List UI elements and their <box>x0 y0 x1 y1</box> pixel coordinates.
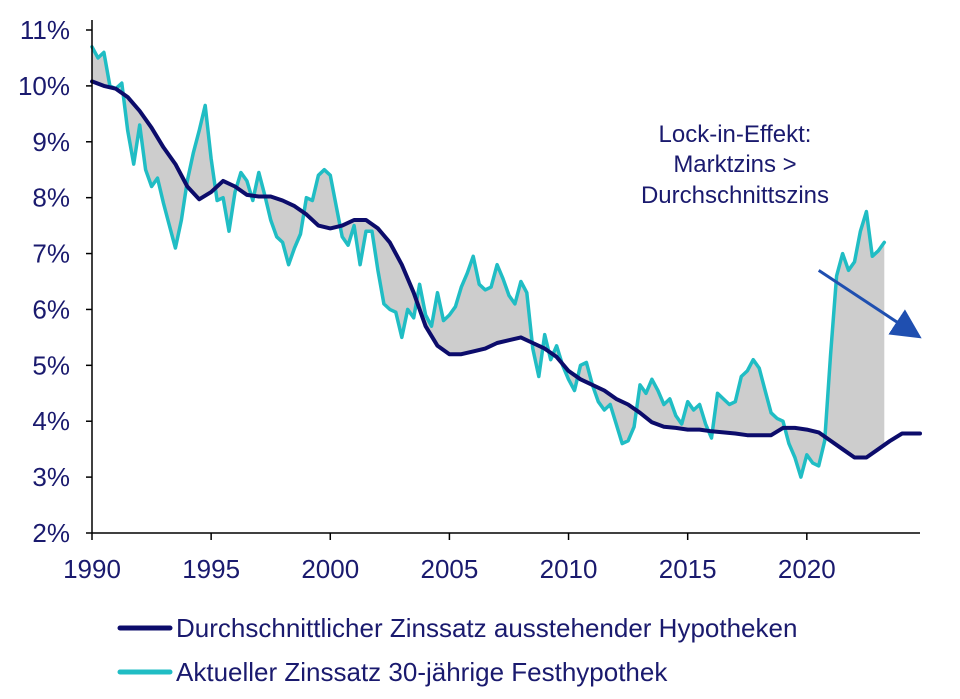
x-tick-label: 2010 <box>540 554 598 584</box>
axes-layer: 2% 3% 4% 5% 6% 7% 8% 9% 10% 11% 1990 1995 2000 2005 20… <box>18 15 920 584</box>
y-tick-label: 7% <box>32 239 70 269</box>
y-tick-label: 11% <box>20 15 70 45</box>
x-tick-label: 1990 <box>63 554 121 584</box>
annotation-layer: Lock-in-Effekt: Marktzins > Durchschnittsz… <box>628 118 922 339</box>
x-tick-label: 2015 <box>659 554 717 584</box>
y-tick-label: 3% <box>32 462 70 492</box>
y-tick-label: 8% <box>32 183 70 213</box>
legend-label-average-rate: Durchschnittlicher Zinssatz ausstehender… <box>176 613 797 643</box>
annotation-text-line: Durchschnittszins <box>641 182 829 209</box>
x-tick-label: 2000 <box>301 554 359 584</box>
y-tick-label: 6% <box>32 294 70 324</box>
y-tick-label: 5% <box>32 350 70 380</box>
legend: Durchschnittlicher Zinssatz ausstehender… <box>117 613 797 687</box>
y-tick-label: 9% <box>32 127 70 157</box>
legend-label-market-rate: Aktueller Zinssatz 30-jährige Festhypoth… <box>176 657 668 687</box>
annotation-text-line: Lock-in-Effekt: <box>659 121 812 148</box>
series-line-market-rate <box>90 45 887 479</box>
y-tick-label: 10% <box>18 71 70 101</box>
annotation-arrow <box>817 269 922 339</box>
spread-fill-layer <box>92 46 885 478</box>
x-tick-label: 1995 <box>182 554 240 584</box>
series-line-average-rate <box>90 79 922 460</box>
annotation-background <box>628 118 842 214</box>
y-tick-label: 2% <box>32 518 70 548</box>
y-tick-label: 4% <box>32 406 70 436</box>
x-tick-label: 2020 <box>778 554 836 584</box>
annotation-text-line: Marktzins > <box>673 151 796 178</box>
series-lines-layer <box>90 45 922 479</box>
spread-fill-area <box>92 46 885 478</box>
x-tick-label: 2005 <box>420 554 478 584</box>
